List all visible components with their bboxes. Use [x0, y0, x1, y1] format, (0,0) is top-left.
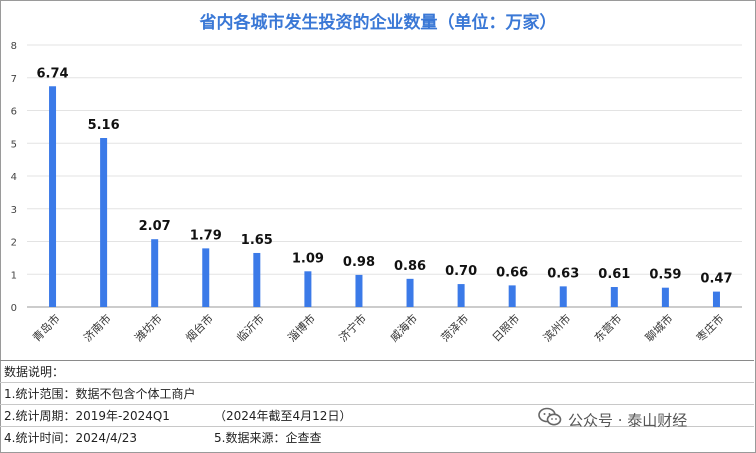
- data-label: 1.65: [241, 233, 273, 248]
- bar: [202, 248, 210, 307]
- y-tick-label: 8: [11, 41, 17, 52]
- x-tick-label: 枣庄市: [693, 311, 726, 344]
- y-tick-label: 3: [11, 205, 17, 216]
- notes-period-cutoff: （2024年截至4月12日）: [214, 409, 352, 423]
- notes-period: 2.统计周期：2019年-2024Q1: [4, 409, 170, 423]
- y-tick-label: 4: [11, 172, 17, 183]
- y-tick-label: 5: [11, 139, 17, 150]
- x-axis-labels: 青岛市 济南市 潍坊市 烟台市 临沂市 淄博市 济宁市 威海市 菏泽市 日照市 滨州市 东营市 聊城市枣…: [29, 311, 726, 344]
- x-tick-label: 日照市: [489, 311, 522, 344]
- watermark-text: 公众号 · 泰山财经: [568, 411, 688, 430]
- data-label: 1.79: [190, 228, 222, 243]
- x-tick-label: 东营市: [591, 311, 624, 344]
- data-label: 0.98: [343, 255, 375, 270]
- x-tick-label: 聊城市: [642, 311, 675, 344]
- y-tick-label: 1: [11, 270, 17, 281]
- data-label: 6.74: [36, 66, 68, 81]
- bar: [508, 285, 516, 307]
- bar: [610, 287, 618, 307]
- data-label: 0.86: [394, 259, 426, 274]
- wechat-icon: [538, 407, 562, 435]
- data-label: 0.70: [445, 264, 477, 279]
- bar: [304, 271, 312, 307]
- y-tick-label: 7: [11, 74, 17, 85]
- notes-heading: 数据说明：: [4, 365, 65, 379]
- notes-divider: [0, 360, 754, 361]
- x-tick-label: 烟台市: [183, 311, 216, 344]
- bar: [49, 86, 57, 307]
- x-tick-label: 临沂市: [234, 311, 267, 344]
- bar: [253, 252, 261, 307]
- data-label: 1.09: [292, 251, 324, 266]
- x-tick-label: 潍坊市: [132, 311, 165, 344]
- notes-time: 4.统计时间：2024/4/23: [4, 431, 137, 445]
- x-tick-label: 济宁市: [336, 311, 369, 344]
- data-label: 2.07: [139, 219, 171, 234]
- data-label: 0.61: [598, 267, 630, 282]
- y-tick-label: 6: [11, 107, 17, 118]
- bar: [355, 274, 363, 307]
- grid-lines: [27, 44, 742, 308]
- bar: [457, 284, 465, 307]
- data-label: 0.47: [700, 272, 732, 287]
- notes-divider: [0, 404, 754, 405]
- x-tick-label: 威海市: [387, 311, 420, 344]
- data-label: 0.59: [649, 268, 681, 283]
- y-tick-label: 2: [11, 238, 17, 249]
- y-tick-label: 0: [11, 303, 17, 314]
- chart-title: 省内各城市发生投资的企业数量（单位：万家）: [199, 13, 557, 33]
- bar: [100, 138, 108, 307]
- bar: [151, 239, 159, 307]
- x-tick-label: 菏泽市: [438, 311, 471, 344]
- notes-divider: [0, 382, 754, 383]
- x-tick-label: 淄博市: [285, 311, 318, 344]
- bar: [559, 286, 567, 307]
- x-tick-label: 济南市: [80, 311, 113, 344]
- data-label: 5.16: [88, 118, 120, 133]
- x-tick-label: 滨州市: [540, 311, 573, 344]
- bar: [712, 291, 720, 307]
- data-labels: 6.74 5.16 2.07 1.79 1.65 1.09 0.98 0.86 0.70 0.66…: [36, 66, 732, 286]
- x-tick-label: 青岛市: [29, 311, 62, 344]
- bar: [406, 278, 414, 307]
- notes-source: 5.数据来源：企查查: [214, 431, 322, 445]
- notes-divider: [0, 426, 754, 427]
- bars: [49, 86, 720, 307]
- data-label: 0.66: [496, 265, 528, 280]
- y-axis-ticks: 0 1 2 3 4 5 6 7 8: [11, 41, 17, 314]
- bar: [661, 287, 669, 307]
- bar-chart: 0 1 2 3 4 5 6 7 8 6.74 5.16 2.07 1.79 1.65 1.09 0.98 0.…: [11, 41, 742, 344]
- data-label: 0.63: [547, 266, 579, 281]
- watermark: 公众号 · 泰山财经: [538, 407, 687, 433]
- notes-scope: 1.统计范围：数据不包含个体工商户: [4, 387, 196, 401]
